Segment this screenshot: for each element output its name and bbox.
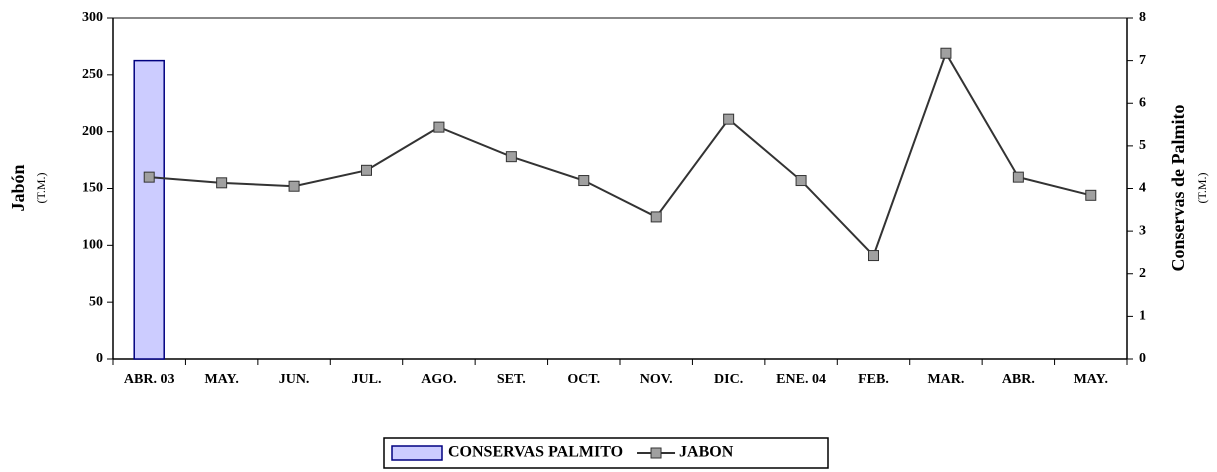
y2-tick-label: 4 bbox=[1139, 181, 1146, 196]
line-marker bbox=[143, 171, 155, 183]
legend-marker bbox=[650, 447, 662, 459]
x-tick-label: AGO. bbox=[421, 372, 456, 387]
line bbox=[149, 50, 1092, 258]
y-tick-label: 0 bbox=[96, 351, 103, 366]
x-tick-label: SET. bbox=[497, 372, 526, 387]
y-tick-label: 200 bbox=[82, 124, 103, 139]
y-tick-label: 100 bbox=[82, 238, 103, 253]
x-tick-label: ABR. bbox=[1002, 372, 1035, 387]
line-marker bbox=[433, 121, 445, 133]
x-tick-label: FEB. bbox=[858, 372, 889, 387]
line-marker bbox=[578, 175, 590, 187]
line-marker bbox=[650, 211, 662, 223]
x-tick-label: MAY. bbox=[1074, 372, 1108, 387]
bar bbox=[133, 59, 165, 360]
legend-box bbox=[383, 437, 829, 469]
line-marker bbox=[288, 180, 300, 192]
y2-tick-label: 6 bbox=[1139, 95, 1146, 110]
y2-tick-label: 8 bbox=[1139, 10, 1146, 25]
x-tick-label: MAR. bbox=[927, 372, 964, 387]
y2-tick-label: 5 bbox=[1139, 138, 1146, 153]
y-axis-title: Jabón bbox=[8, 164, 28, 211]
x-tick-label: ENE. 04 bbox=[776, 372, 826, 387]
y2-axis-unit: (T.M.) bbox=[1195, 172, 1209, 203]
y2-tick-label: 2 bbox=[1139, 266, 1146, 281]
y-tick-label: 250 bbox=[82, 67, 103, 82]
x-tick-label: JUN. bbox=[279, 372, 310, 387]
y2-tick-label: 7 bbox=[1139, 53, 1146, 68]
x-tick-label: DIC. bbox=[714, 372, 743, 387]
y2-tick-label: 3 bbox=[1139, 223, 1146, 238]
legend-label: JABON bbox=[679, 444, 734, 461]
legend-swatch bbox=[391, 445, 443, 461]
y-tick-label: 150 bbox=[82, 181, 103, 196]
line-marker bbox=[505, 151, 517, 163]
x-tick-label: ABR. 03 bbox=[124, 372, 175, 387]
x-tick-label: MAY. bbox=[204, 372, 238, 387]
x-tick-label: JUL. bbox=[352, 372, 382, 387]
y-tick-label: 50 bbox=[89, 294, 103, 309]
legend-label: CONSERVAS PALMITO bbox=[448, 444, 623, 461]
line-marker bbox=[216, 177, 228, 189]
line-marker bbox=[723, 113, 735, 125]
line-marker bbox=[795, 175, 807, 187]
y-tick-label: 300 bbox=[82, 10, 103, 25]
y2-tick-label: 0 bbox=[1139, 351, 1146, 366]
line-marker bbox=[868, 250, 879, 262]
x-tick-label: OCT. bbox=[567, 372, 600, 387]
y-axis-unit: (T.M.) bbox=[34, 172, 48, 203]
line-marker bbox=[361, 164, 372, 176]
x-tick-label: NOV. bbox=[640, 372, 673, 387]
y2-tick-label: 1 bbox=[1139, 309, 1146, 324]
line-marker bbox=[1085, 189, 1097, 201]
line-marker bbox=[1012, 171, 1024, 183]
line-marker bbox=[940, 47, 952, 59]
y2-axis-title: Conservas de Palmito bbox=[1168, 105, 1188, 272]
